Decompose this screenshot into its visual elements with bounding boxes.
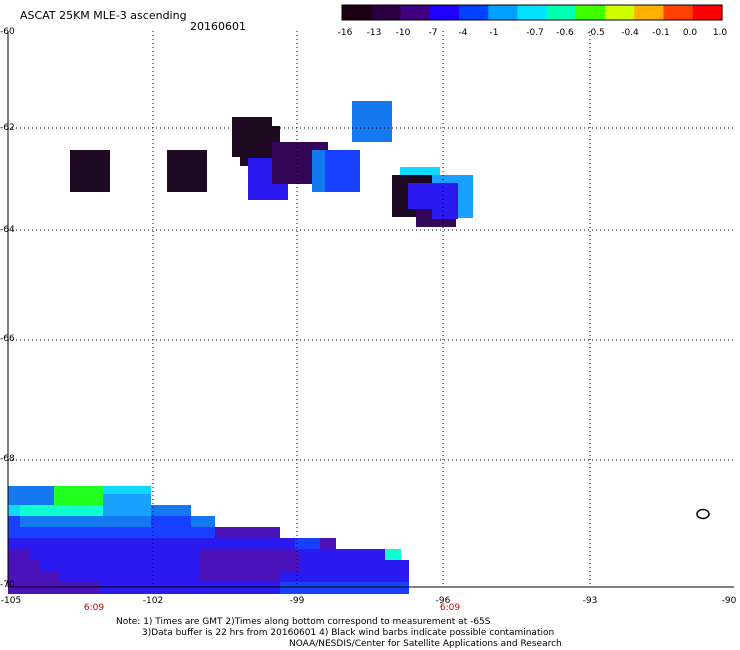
map-grid [7,31,734,588]
swath-cell [151,505,191,517]
latitude-label: -60 [0,27,15,37]
colorbar-frame [341,4,723,21]
swath-cell [200,549,300,561]
product-date: 20160601 [190,20,246,33]
colorbar-swatch [517,5,548,20]
longitude-label: -105 [0,596,22,606]
swath-cell [320,538,336,550]
swath-cell [40,560,200,572]
wind-cell [432,183,458,219]
wind-cell [167,150,207,192]
swath-cell [280,571,409,583]
longitude-label: -99 [289,596,305,606]
swath-cell [8,582,100,594]
colorbar-tick: 0.0 [682,28,698,38]
swath-cell [8,516,20,528]
swath-cell [300,560,409,572]
colorbar-swatch [400,5,431,20]
note-line-2: 3)Data buffer is 22 hrs from 20160601 4)… [142,628,555,638]
swath-cell [8,549,30,561]
swath-cell [8,505,20,517]
swath-cell [385,549,401,561]
colorbar-tick: -7 [428,28,438,38]
latitude-label: -70 [0,580,15,590]
longitude-label: -96 [435,596,451,606]
swath-cell [60,571,200,583]
swath-cell [103,505,151,517]
colorbar-tick: -10 [395,28,411,38]
colorbar-tick: -4 [458,28,468,38]
colorbar-tick: 1.0 [712,28,728,38]
colorbar-swatch [575,5,606,20]
colorbar-swatch [429,5,460,20]
colorbar-tick: -0.4 [621,28,639,38]
swath-cell [191,516,215,528]
note-line-1: Note: 1) Times are GMT 2)Times along bot… [116,617,491,627]
colorbar-swatch [458,5,489,20]
colorbar-tick: -13 [366,28,382,38]
colorbar-swatch [634,5,665,20]
wind-cell [70,150,110,192]
swath-cell [295,538,320,550]
swath-cell [151,516,191,528]
latitude-label: -64 [0,225,15,235]
wind-cells [8,101,473,594]
colorbar-swatch [371,5,401,20]
colorbar-tick: -16 [337,28,353,38]
island-contour [696,508,710,520]
colorbar-swatch [546,5,577,20]
colorbar [341,4,723,21]
swath-cell [8,538,295,550]
longitude-label: -102 [142,596,164,606]
time-label: 6:09 [83,603,105,613]
colorbar-tick: -0.6 [556,28,574,38]
latitude-label: -66 [0,334,15,344]
colorbar-swatch [605,5,635,20]
wind-cell [352,101,392,142]
note-line-3: NOAA/NESDIS/Center for Satellite Applica… [289,639,562,649]
colorbar-swatch [692,5,723,20]
wind-cell [408,183,432,209]
colorbar-tick: -0.5 [587,28,605,38]
colorbar-swatch [342,5,372,20]
swath-cell [200,571,280,583]
colorbar-tick: -0.1 [652,28,670,38]
swath-cell [215,527,280,539]
wind-cell [325,150,360,192]
swath-cell [280,582,409,594]
colorbar-tick: -0.7 [526,28,544,38]
time-label: 6:09 [439,603,461,613]
swath-cell [300,549,385,561]
colorbar-swatch [488,5,518,20]
swath-cell [54,494,103,506]
latitude-label: -62 [0,123,15,133]
swath-cell [20,505,103,517]
longitude-label: -93 [582,596,598,606]
swath-cell [8,571,60,583]
longitude-label: -90 [721,596,737,606]
colorbar-tick: -1 [489,28,499,38]
swath-cell [20,516,151,528]
colorbar-swatch [663,5,694,20]
swath-cell [8,560,40,572]
product-title: ASCAT 25KM MLE-3 ascending [20,9,187,22]
swath-cell [8,527,215,539]
swath-cell [100,582,280,594]
latitude-label: -68 [0,454,15,464]
swath-cell [8,494,54,506]
swath-cell [30,549,200,561]
swath-cell [200,560,300,572]
swath-cell [103,494,151,506]
